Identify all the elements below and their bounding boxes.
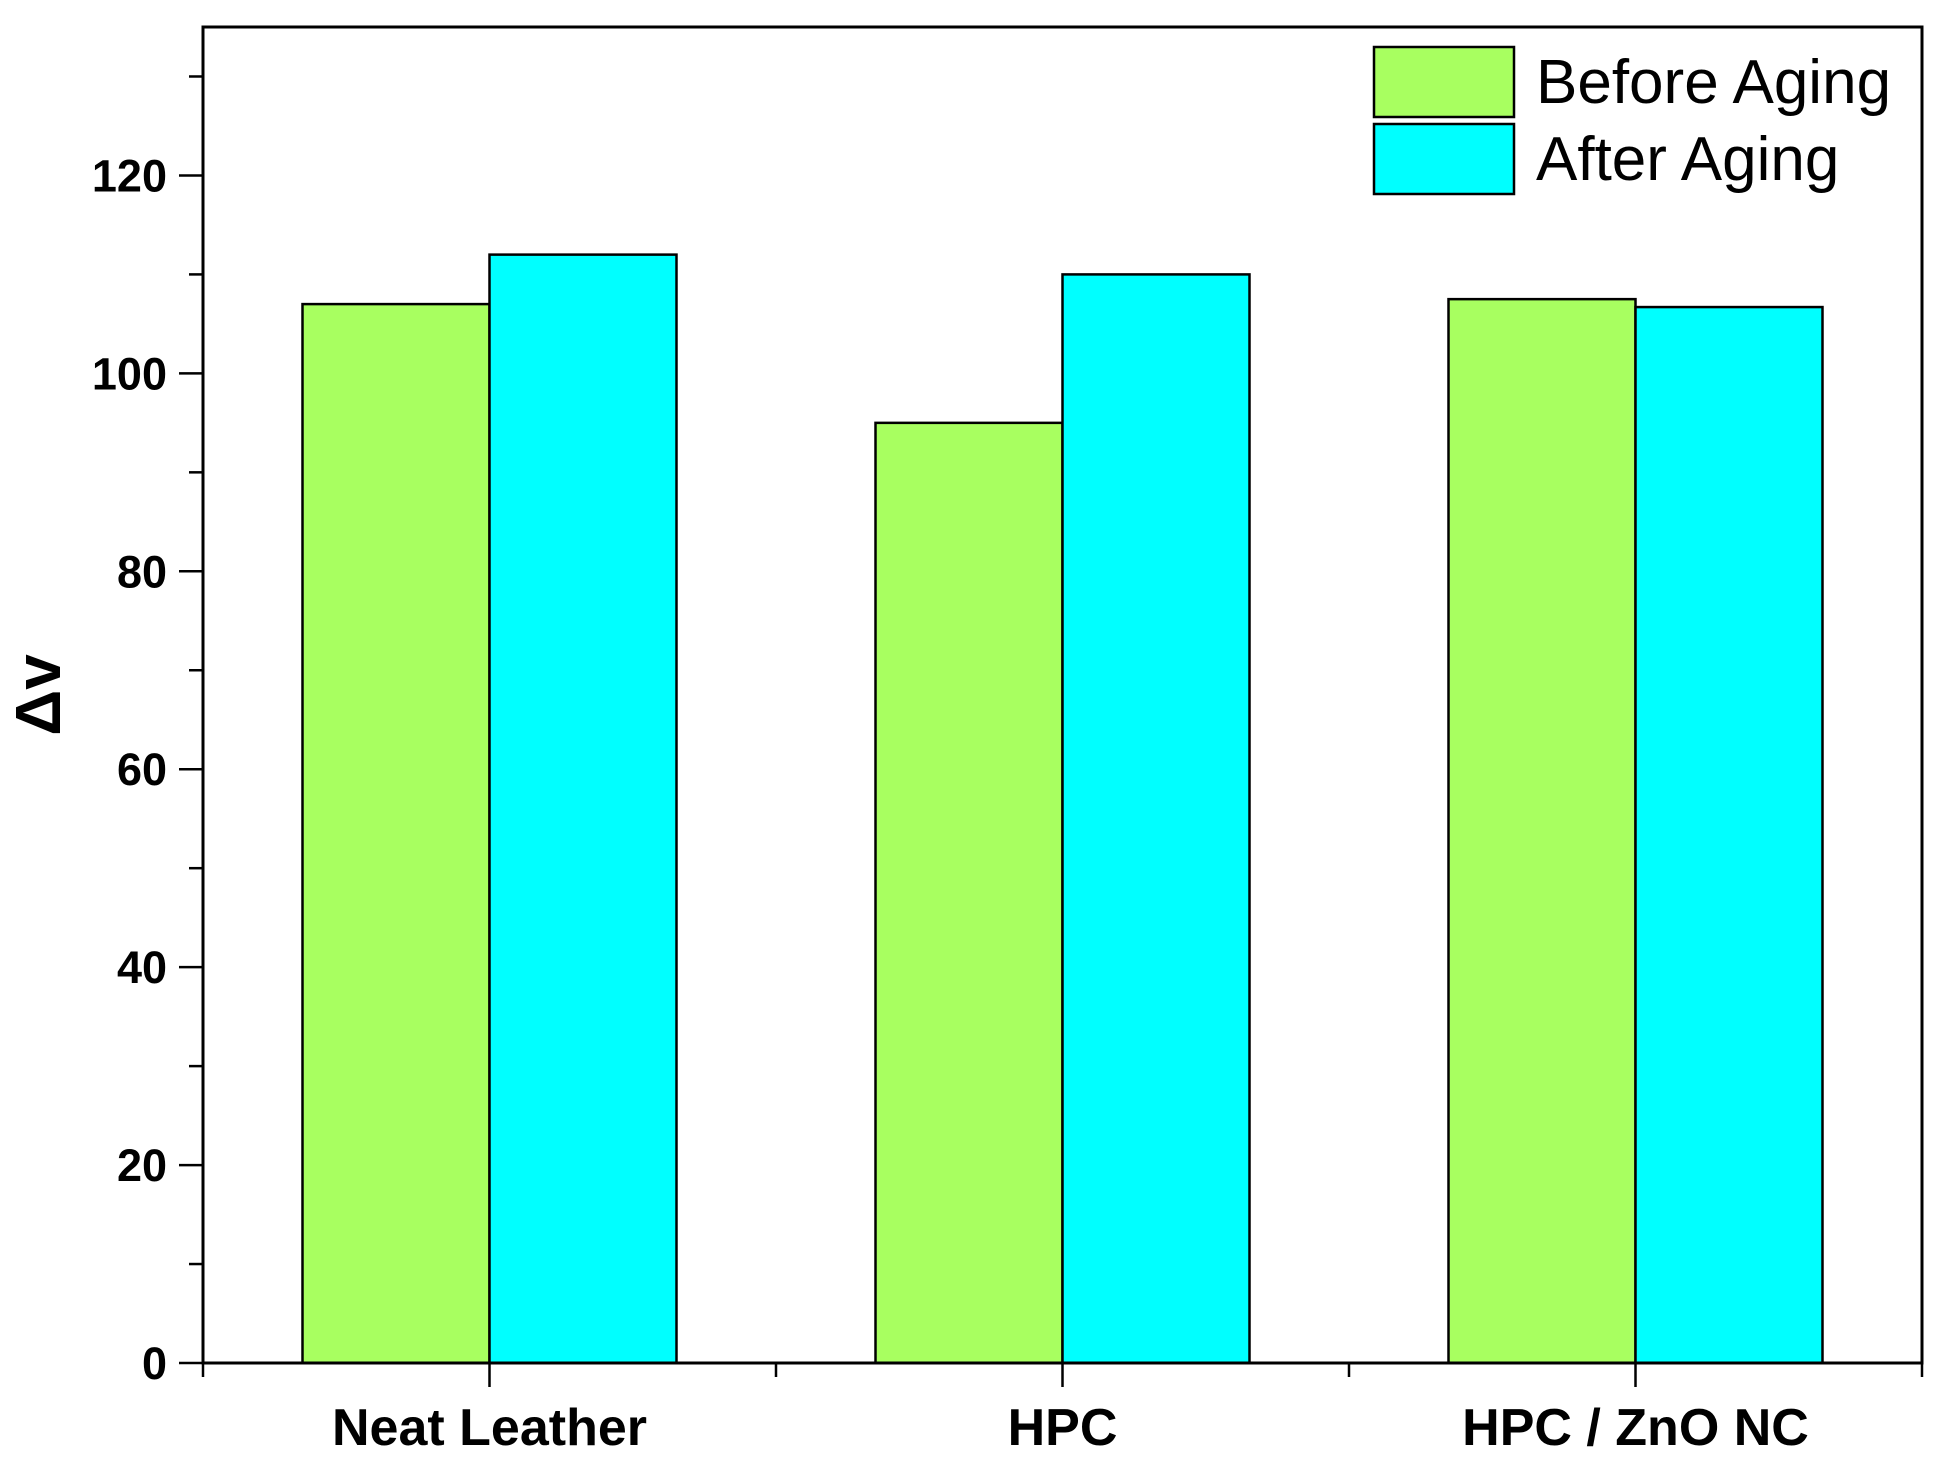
x-tick-label: Neat Leather [332, 1399, 647, 1457]
bar-after-2 [1634, 305, 1824, 1365]
y-tick-label: 40 [117, 942, 167, 993]
y-tick-label: 60 [117, 744, 167, 795]
x-tick-label: HPC / ZnO NC [1462, 1399, 1809, 1457]
legend-swatch [1372, 45, 1516, 119]
y-tick-label: 100 [92, 348, 167, 399]
bars-layer [301, 253, 1824, 1365]
bar-after-1 [1061, 273, 1251, 1365]
legend-swatch [1372, 122, 1516, 196]
bar-before-1 [874, 421, 1064, 1365]
legend-label: Before Aging [1536, 48, 1891, 117]
y-axis: 0 20 40 60 80 100 120 [92, 75, 203, 1389]
x-tick-label: HPC [1008, 1399, 1118, 1457]
y-tick-label: 0 [142, 1338, 167, 1389]
y-tick-label: 80 [117, 546, 167, 597]
y-tick-label: 20 [117, 1140, 167, 1191]
y-axis-title: Δv [2, 654, 74, 736]
legend-label: After Aging [1536, 125, 1839, 194]
bar-after-0 [488, 253, 678, 1365]
bar-before-2 [1447, 297, 1637, 1365]
legend: Before Aging After Aging [1372, 45, 1891, 196]
bar-before-0 [301, 302, 491, 1365]
x-axis: Neat Leather HPC HPC / ZnO NC [201, 1363, 1924, 1457]
y-tick-label: 120 [92, 150, 167, 201]
